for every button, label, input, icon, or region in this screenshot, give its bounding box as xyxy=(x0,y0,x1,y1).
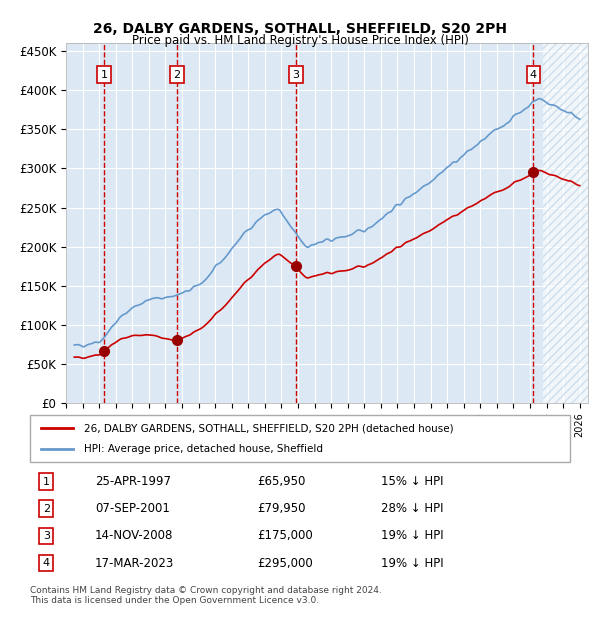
Text: 3: 3 xyxy=(292,69,299,79)
Text: 26, DALBY GARDENS, SOTHALL, SHEFFIELD, S20 2PH (detached house): 26, DALBY GARDENS, SOTHALL, SHEFFIELD, S… xyxy=(84,423,454,433)
Bar xyxy=(543,43,588,403)
Bar xyxy=(543,43,588,403)
Text: 2: 2 xyxy=(173,69,180,79)
Text: 15% ↓ HPI: 15% ↓ HPI xyxy=(381,475,443,488)
Bar xyxy=(543,43,588,403)
Text: HPI: Average price, detached house, Sheffield: HPI: Average price, detached house, Shef… xyxy=(84,444,323,454)
Text: £175,000: £175,000 xyxy=(257,529,313,542)
FancyBboxPatch shape xyxy=(30,415,570,462)
Text: 19% ↓ HPI: 19% ↓ HPI xyxy=(381,557,443,570)
Text: 3: 3 xyxy=(43,531,50,541)
Text: 1: 1 xyxy=(101,69,108,79)
Text: 17-MAR-2023: 17-MAR-2023 xyxy=(95,557,174,570)
Text: £65,950: £65,950 xyxy=(257,475,305,488)
Text: 4: 4 xyxy=(530,69,537,79)
Text: 26, DALBY GARDENS, SOTHALL, SHEFFIELD, S20 2PH: 26, DALBY GARDENS, SOTHALL, SHEFFIELD, S… xyxy=(93,22,507,36)
Text: 28% ↓ HPI: 28% ↓ HPI xyxy=(381,502,443,515)
Text: 2: 2 xyxy=(43,504,50,514)
Text: 07-SEP-2001: 07-SEP-2001 xyxy=(95,502,170,515)
Text: £295,000: £295,000 xyxy=(257,557,313,570)
Text: 19% ↓ HPI: 19% ↓ HPI xyxy=(381,529,443,542)
Text: £79,950: £79,950 xyxy=(257,502,305,515)
Text: 4: 4 xyxy=(43,558,50,568)
Text: Price paid vs. HM Land Registry's House Price Index (HPI): Price paid vs. HM Land Registry's House … xyxy=(131,34,469,47)
Text: Contains HM Land Registry data © Crown copyright and database right 2024.
This d: Contains HM Land Registry data © Crown c… xyxy=(30,586,382,605)
Text: 14-NOV-2008: 14-NOV-2008 xyxy=(95,529,173,542)
Text: 25-APR-1997: 25-APR-1997 xyxy=(95,475,171,488)
Text: 1: 1 xyxy=(43,477,50,487)
